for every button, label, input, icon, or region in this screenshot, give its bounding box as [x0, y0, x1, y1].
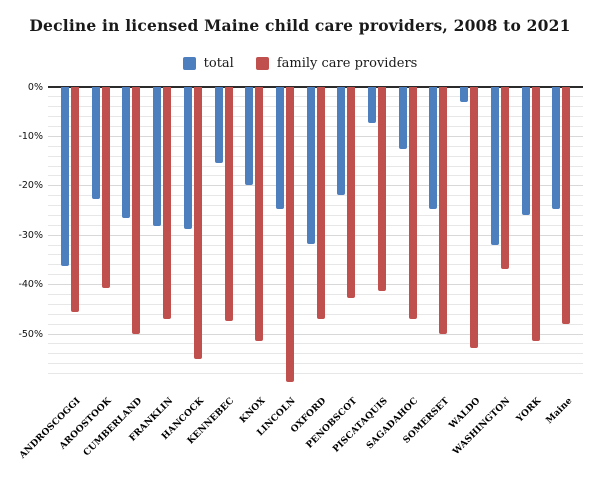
bar-family-Maine	[562, 87, 571, 324]
x-tick-label: PISCATAQUIS	[331, 396, 391, 455]
legend-label-family-care-providers: family care providers	[276, 55, 418, 71]
bar-total-HANCOCK	[183, 87, 192, 230]
gridline	[48, 165, 583, 167]
gridline	[48, 293, 583, 295]
gridline	[48, 155, 583, 157]
bar-total-LINCOLN	[275, 87, 284, 210]
gridline	[48, 343, 583, 345]
bar-total-FRANKLIN	[153, 87, 162, 226]
bar-family-AROOSTOOK	[101, 87, 110, 289]
gridline	[48, 185, 583, 187]
bar-total-SOMERSET	[429, 87, 438, 209]
gridline	[48, 116, 583, 118]
y-tick-label: -50%	[18, 328, 43, 340]
gridline	[48, 284, 583, 286]
gridline	[48, 96, 583, 98]
y-tick-label: 0%	[27, 81, 43, 93]
plot-area	[48, 86, 583, 391]
gridline	[48, 175, 583, 177]
gridline	[48, 106, 583, 108]
gridline	[48, 145, 583, 147]
legend-label-total: total	[203, 55, 234, 71]
legend-swatch-total	[182, 56, 196, 70]
gridline	[48, 303, 583, 305]
chart-title: Decline in licensed Maine child care pro…	[29, 16, 571, 35]
x-tick-label: WASHINGTON	[451, 396, 513, 458]
bar-family-HANCOCK	[193, 87, 202, 359]
x-tick-label: Maine	[544, 396, 575, 427]
y-tick-label: -40%	[18, 279, 43, 291]
gridline	[48, 363, 583, 365]
y-tick-label: -10%	[18, 130, 43, 142]
bar-total-Maine	[552, 87, 561, 209]
gridline	[48, 244, 583, 246]
gridline	[48, 353, 583, 355]
bar-family-WALDO	[470, 87, 479, 349]
bar-family-ANDROSCOGGI	[71, 87, 79, 312]
bar-family-PISCATAQUIS	[378, 87, 386, 292]
gridline	[48, 135, 583, 137]
bar-family-LINCOLN	[285, 87, 294, 382]
bar-total-CUMBERLAND	[122, 87, 131, 219]
x-tick-label: KNOX	[237, 396, 268, 426]
bar-total-PENOBSCOT	[337, 87, 346, 196]
y-tick-label: -30%	[18, 229, 43, 241]
legend: total family care providers	[0, 54, 600, 72]
x-tick-label: YORK	[515, 396, 544, 425]
bar-family-KNOX	[255, 87, 264, 341]
gridline	[48, 254, 583, 256]
x-axis-labels: ANDROSCOGGI AROOSTOOK CUMBERLAND FRANKLIN HA…	[18, 392, 583, 478]
legend-swatch-family-care-providers	[255, 56, 269, 70]
bar-total-ANDROSCOGGI	[61, 87, 69, 266]
zero-axis-line	[48, 86, 583, 88]
bar-family-FRANKLIN	[163, 87, 172, 319]
bar-total-WASHINGTON	[490, 87, 499, 245]
gridline	[48, 126, 583, 128]
gridline	[48, 373, 583, 375]
bar-family-PENOBSCOT	[347, 87, 356, 298]
gridline	[48, 195, 583, 197]
bar-total-WALDO	[460, 87, 469, 102]
bar-family-YORK	[531, 87, 540, 341]
gridline	[48, 234, 583, 236]
gridline	[48, 313, 583, 315]
bar-total-AROOSTOOK	[91, 87, 100, 199]
gridline	[48, 333, 583, 335]
bar-total-YORK	[521, 87, 530, 216]
bar-total-PISCATAQUIS	[368, 87, 376, 124]
bar-family-WASHINGTON	[500, 87, 509, 270]
gridline	[48, 224, 583, 226]
bar-family-OXFORD	[316, 87, 325, 319]
bar-total-SAGADAHOC	[398, 87, 407, 149]
bar-total-OXFORD	[306, 87, 315, 245]
gridline	[48, 264, 583, 266]
gridline	[48, 205, 583, 207]
bar-total-KNOX	[245, 87, 254, 185]
legend-item-total: total	[182, 55, 234, 71]
bar-family-KENNEBEC	[224, 87, 233, 322]
y-tick-label: -20%	[18, 180, 43, 192]
gridline	[48, 323, 583, 325]
bar-family-SOMERSET	[439, 87, 448, 334]
gridline	[48, 274, 583, 276]
bar-total-KENNEBEC	[214, 87, 223, 164]
bar-family-SAGADAHOC	[408, 87, 417, 319]
bar-family-CUMBERLAND	[132, 87, 141, 335]
legend-item-family-care-providers: family care providers	[255, 55, 418, 71]
gridline	[48, 214, 583, 216]
